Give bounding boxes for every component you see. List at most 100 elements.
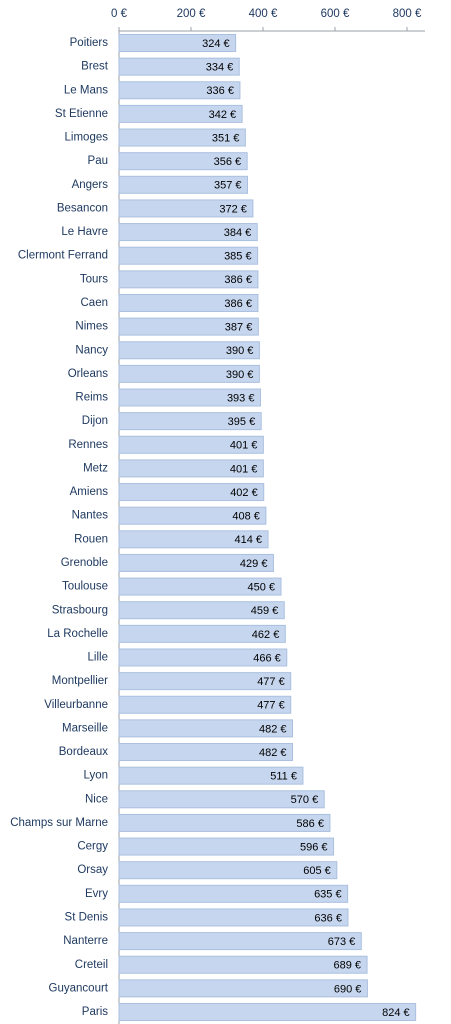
category-label: Lille [88, 652, 108, 664]
bar [118, 506, 267, 525]
category-label: Nancy [75, 344, 108, 356]
category-label: Rennes [68, 439, 108, 451]
value-label: 386 € [224, 274, 252, 286]
value-label: 689 € [334, 960, 362, 972]
category-label: Grenoble [61, 557, 108, 569]
value-label: 596 € [300, 841, 328, 853]
value-label: 450 € [247, 581, 275, 593]
bar [118, 908, 349, 927]
category-label: Besancon [57, 202, 108, 214]
bar [118, 624, 286, 643]
bar [118, 1003, 417, 1021]
category-label: Nice [85, 793, 108, 805]
bar [118, 223, 258, 242]
bar [118, 601, 285, 620]
bar [118, 790, 325, 809]
category-label: Le Havre [61, 226, 108, 238]
value-label: 477 € [257, 676, 285, 688]
value-label: 372 € [219, 203, 247, 215]
value-label: 462 € [252, 629, 280, 641]
category-label: Villeurbanne [44, 699, 108, 711]
value-label: 386 € [224, 298, 252, 310]
x-tick-label: 0 € [111, 8, 128, 20]
value-label: 690 € [334, 983, 362, 995]
bar [118, 199, 254, 218]
category-label: St Etienne [55, 108, 108, 120]
value-label: 387 € [225, 322, 253, 334]
value-label: 673 € [328, 936, 356, 948]
bar [118, 955, 368, 974]
bar [118, 104, 243, 123]
bar [118, 293, 259, 312]
value-label: 324 € [202, 38, 230, 50]
value-label: 511 € [270, 771, 297, 783]
bar [118, 128, 246, 147]
category-label: Caen [81, 297, 109, 309]
bar [118, 743, 294, 762]
bar [118, 246, 259, 265]
bar [118, 152, 248, 171]
bar [118, 648, 288, 667]
value-label: 390 € [226, 369, 254, 381]
value-label: 636 € [314, 912, 342, 924]
bar [118, 813, 331, 832]
value-label: 414 € [235, 534, 263, 546]
bar [118, 695, 292, 714]
bar [118, 861, 338, 880]
category-label: Strasbourg [52, 604, 108, 616]
value-label: 390 € [226, 345, 254, 357]
category-label: Brest [81, 61, 109, 73]
bar [118, 34, 237, 52]
value-label: 401 € [230, 463, 258, 475]
bar [118, 766, 304, 785]
value-label: 482 € [259, 723, 287, 735]
value-label: 466 € [253, 652, 281, 664]
x-tick-label: 200 € [177, 8, 206, 20]
bar [118, 530, 269, 549]
value-label: 482 € [259, 747, 287, 759]
value-label: 635 € [314, 889, 342, 901]
value-label: 395 € [228, 416, 256, 428]
category-label: La Rochelle [47, 628, 108, 640]
value-label: 356 € [214, 156, 242, 168]
value-label: 429 € [240, 558, 268, 570]
category-label: Marseille [62, 722, 108, 734]
value-label: 385 € [224, 251, 252, 263]
category-label: Creteil [75, 959, 108, 971]
bar [118, 884, 349, 903]
value-label: 401 € [230, 440, 258, 452]
value-label: 605 € [303, 865, 331, 877]
category-label: Nimes [75, 321, 108, 333]
x-tick-label: 600 € [321, 8, 350, 20]
bar [118, 270, 259, 289]
value-label: 336 € [206, 85, 234, 97]
bar [118, 553, 274, 572]
value-label: 459 € [251, 605, 279, 617]
category-label: Dijon [82, 415, 108, 427]
value-label: 384 € [224, 227, 252, 239]
value-label: 334 € [206, 62, 234, 74]
value-label: 393 € [227, 392, 255, 404]
category-label: Limoges [65, 132, 109, 144]
bar [118, 341, 260, 360]
value-label: 402 € [230, 487, 258, 499]
bar [118, 672, 292, 691]
category-label: Lyon [83, 770, 108, 782]
category-label: Cergy [77, 841, 108, 853]
value-label: 477 € [257, 700, 285, 712]
category-label: Pau [88, 155, 108, 167]
category-label: Evry [85, 888, 108, 900]
category-label: Montpellier [52, 675, 108, 687]
value-label: 570 € [291, 794, 319, 806]
category-label: Orleans [68, 368, 109, 380]
category-label: Metz [83, 462, 108, 474]
bar [118, 435, 264, 454]
bar [118, 175, 249, 194]
category-label: Clermont Ferrand [18, 250, 108, 262]
value-label: 357 € [214, 180, 242, 192]
x-tick-label: 400 € [249, 8, 278, 20]
bar [118, 364, 260, 383]
bar [118, 412, 262, 431]
bar [118, 317, 259, 336]
